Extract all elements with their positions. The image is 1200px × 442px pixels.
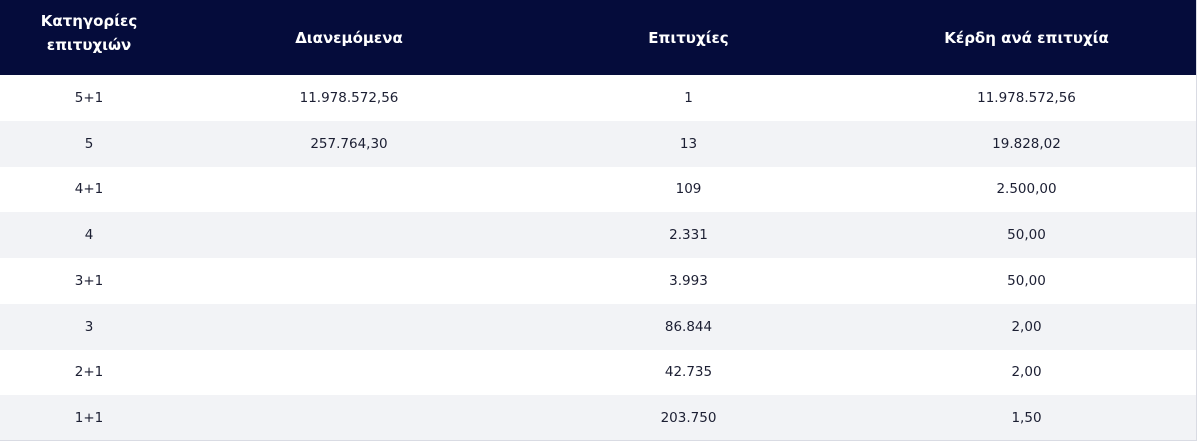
cell-winners: 1 — [684, 89, 693, 106]
cell-category: 3+1 — [74, 272, 104, 289]
cell-winners: 2.331 — [669, 227, 708, 244]
header-prize-per-winner: Κέρδη ανά επιτυχία — [944, 28, 1109, 47]
cell-category: 2+1 — [74, 364, 104, 381]
table-row: 3 86.844 2,00 — [0, 303, 1196, 350]
cell-category: 4+1 — [74, 181, 104, 198]
cell-distributed — [178, 258, 520, 304]
cell-distributed: 11.978.572,56 — [299, 89, 399, 106]
cell-category: 5 — [84, 135, 94, 152]
cell-category: 3 — [84, 318, 94, 335]
cell-winners: 3.993 — [669, 272, 708, 289]
table-row: 5 257.764,30 13 19.828,02 — [0, 120, 1196, 167]
cell-winners: 13 — [679, 135, 698, 152]
table-row: 3+1 3.993 50,00 — [0, 258, 1196, 304]
header-category-line2: επιτυχιών — [46, 36, 132, 54]
cell-prize: 19.828,02 — [992, 135, 1061, 152]
table-row: 2+1 42.735 2,00 — [0, 349, 1196, 396]
cell-category: 1+1 — [74, 410, 104, 427]
header-winners: Επιτυχίες — [648, 28, 729, 47]
cell-distributed — [178, 304, 520, 350]
cell-prize: 50,00 — [1007, 272, 1046, 289]
cell-prize: 2.500,00 — [996, 181, 1057, 198]
cell-prize: 1,50 — [1011, 410, 1042, 427]
cell-winners: 86.844 — [664, 318, 713, 335]
cell-distributed: 257.764,30 — [310, 135, 388, 152]
cell-prize: 11.978.572,56 — [977, 89, 1076, 106]
cell-prize: 50,00 — [1007, 227, 1046, 244]
cell-winners: 109 — [675, 181, 702, 198]
header-row: Κατηγορίες επιτυχιών Διανεμόμενα Επιτυχί… — [0, 0, 1196, 75]
cell-category: 5+1 — [74, 89, 104, 106]
cell-prize: 2,00 — [1011, 318, 1042, 335]
cell-prize: 2,00 — [1011, 364, 1042, 381]
table-row: 1+1 203.750 1,50 — [0, 395, 1196, 440]
cell-winners: 42.735 — [664, 364, 713, 381]
table-row: 4+1 109 2.500,00 — [0, 166, 1196, 213]
cell-distributed — [178, 167, 520, 213]
cell-distributed — [178, 395, 520, 440]
header-category-line1: Κατηγορίες — [40, 12, 138, 30]
header-category: Κατηγορίες επιτυχιών — [0, 0, 178, 75]
table-body: 5+1 11.978.572,56 1 11.978.572,56 5 257.… — [0, 75, 1196, 440]
table-row: 5+1 11.978.572,56 1 11.978.572,56 — [0, 75, 1196, 121]
cell-winners: 203.750 — [660, 410, 717, 427]
table-header: Κατηγορίες επιτυχιών Διανεμόμενα Επιτυχί… — [0, 0, 1196, 75]
cell-distributed — [178, 350, 520, 396]
table-row: 4 2.331 50,00 — [0, 212, 1196, 258]
cell-distributed — [178, 212, 520, 258]
header-distributed: Διανεμόμενα — [295, 28, 403, 47]
cell-category: 4 — [84, 227, 94, 244]
